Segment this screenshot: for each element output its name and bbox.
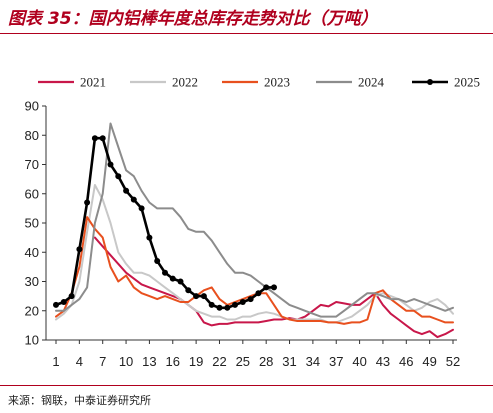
series-line-2023 (55, 216, 454, 325)
x-tick-label: 4 (76, 354, 83, 369)
x-tick-label: 31 (282, 354, 296, 369)
legend-label-2023: 2023 (264, 75, 290, 90)
source-rule (0, 385, 493, 386)
y-tick-label: 90 (25, 99, 39, 114)
data-point-2025 (107, 161, 114, 168)
legend-item-2023: 2023 (222, 75, 290, 90)
x-tick-label: 49 (422, 354, 436, 369)
data-point-2025 (115, 173, 122, 180)
data-point-2025 (169, 275, 176, 282)
data-point-2025 (263, 284, 270, 291)
legend-label-2025: 2025 (454, 75, 480, 90)
x-tick-label: 34 (306, 354, 320, 369)
x-tick-label: 7 (99, 354, 106, 369)
y-tick-label: 30 (25, 274, 39, 289)
data-point-2025 (162, 269, 168, 276)
data-point-2025 (208, 301, 215, 308)
data-point-2025 (247, 296, 254, 303)
data-point-2025 (216, 304, 223, 311)
legend: 2021 2022 2023 2024 2025 (38, 75, 480, 90)
data-point-2025 (53, 301, 59, 308)
x-tick-label: 25 (236, 354, 250, 369)
x-tick-label: 52 (446, 354, 460, 369)
data-point-2025 (185, 287, 192, 294)
y-tick-label: 60 (25, 186, 39, 201)
data-point-2025 (239, 299, 246, 305)
x-tick-label: 37 (329, 354, 343, 369)
legend-label-2022: 2022 (172, 75, 198, 90)
legend-label-2024: 2024 (358, 75, 385, 90)
x-tick-label: 16 (166, 354, 180, 369)
data-point-2025 (255, 290, 262, 297)
title-rule (0, 33, 493, 34)
data-point-2025 (138, 205, 145, 212)
x-tick-label: 22 (212, 354, 226, 369)
data-point-2025 (123, 187, 130, 194)
y-tick-label: 80 (25, 128, 39, 143)
data-point-2025 (99, 135, 106, 142)
x-tick-label: 40 (352, 354, 366, 369)
series-line-2024 (55, 122, 454, 318)
data-point-2025 (146, 234, 153, 241)
source-note: 来源：钢联，中泰证券研究所 (8, 394, 151, 407)
data-point-2025 (130, 196, 137, 203)
x-tick-label: 1 (52, 354, 59, 369)
data-point-2025 (224, 304, 231, 311)
axes: 10 20 30 40 50 60 70 80 90 1 4 7 10 13 16 19 22 25 28 31 34 3… (25, 99, 461, 370)
data-point-2025 (177, 278, 184, 285)
legend-item-2024: 2024 (316, 75, 385, 90)
data-point-2025 (193, 293, 200, 300)
data-point-2025 (232, 301, 238, 308)
data-point-2025 (68, 293, 75, 300)
data-point-2025 (154, 258, 161, 264)
data-point-2025 (271, 284, 277, 291)
chart-title: 图表 35：国内铝棒年度总库存走势对比（万吨） (8, 9, 378, 29)
y-tick-label: 50 (25, 216, 39, 231)
legend-label-2021: 2021 (80, 75, 106, 90)
line-chart: 2021 2022 2023 2024 2025 1020304050607080901… (25, 75, 480, 370)
data-point-2025 (200, 293, 207, 300)
x-tick-label: 13 (142, 354, 156, 369)
y-tick-label: 70 (25, 157, 39, 172)
y-tick-label: 20 (25, 303, 39, 318)
data-point-2025 (76, 246, 83, 253)
legend-item-2025: 2025 (412, 75, 480, 90)
x-tick-label: 43 (376, 354, 390, 369)
x-tick-label: 46 (399, 354, 413, 369)
y-tick-label: 10 (25, 333, 39, 348)
data-point-2025 (91, 135, 98, 142)
y-tick-label: 40 (25, 245, 39, 260)
series-layer (53, 122, 454, 339)
legend-marker-2025 (427, 79, 433, 85)
data-point-2025 (84, 199, 91, 206)
x-tick-label: 10 (119, 354, 133, 369)
x-tick-label: 28 (259, 354, 273, 369)
data-point-2025 (60, 299, 67, 305)
legend-item-2022: 2022 (130, 75, 198, 90)
x-tick-label: 19 (189, 354, 203, 369)
legend-item-2021: 2021 (38, 75, 106, 90)
series-line-2021 (93, 236, 454, 339)
